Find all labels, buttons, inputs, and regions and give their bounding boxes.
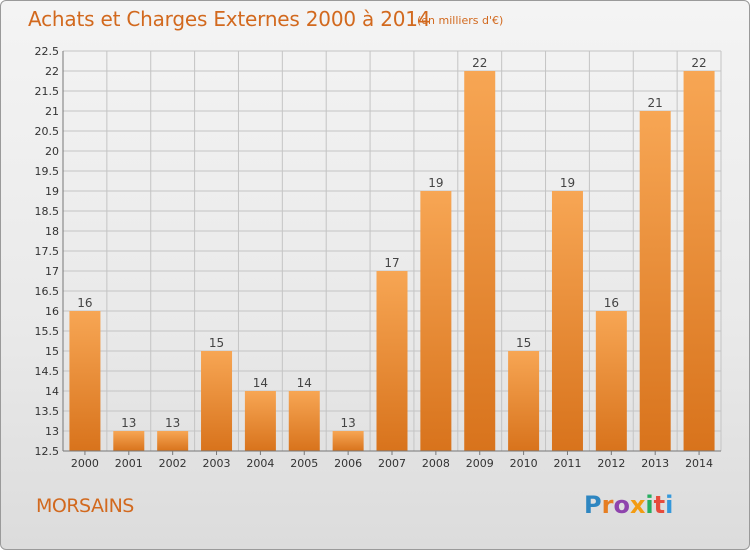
y-tick-label: 14: [45, 385, 59, 398]
bar-2010: [508, 351, 540, 451]
x-tick-label: 2014: [685, 457, 713, 470]
x-tick-label: 2003: [203, 457, 231, 470]
bar-2001: [113, 431, 145, 451]
data-label: 14: [297, 376, 312, 390]
data-label: 15: [209, 336, 224, 350]
y-tick-label: 21.5: [35, 85, 60, 98]
bar-2013: [639, 111, 671, 451]
y-tick-label: 22.5: [35, 45, 60, 58]
chart-title: Achats et Charges Externes 2000 à 2014: [28, 7, 431, 31]
data-label: 19: [560, 176, 575, 190]
y-tick-label: 20.5: [35, 125, 60, 138]
bar-2008: [420, 191, 452, 451]
bar-2014: [683, 71, 715, 451]
y-tick-label: 17.5: [35, 245, 60, 258]
data-label: 13: [165, 416, 180, 430]
x-tick-label: 2006: [334, 457, 362, 470]
x-tick-label: 2001: [115, 457, 143, 470]
bar-2002: [157, 431, 189, 451]
commune-name: MORSAINS: [36, 495, 134, 517]
y-tick-label: 15: [45, 345, 59, 358]
x-tick-label: 2010: [510, 457, 538, 470]
y-tick-label: 14.5: [35, 365, 60, 378]
x-tick-label: 2011: [553, 457, 581, 470]
x-tick-label: 2009: [466, 457, 494, 470]
y-tick-label: 13.5: [35, 405, 60, 418]
data-label: 16: [77, 296, 92, 310]
data-label: 22: [472, 56, 487, 70]
data-label: 14: [253, 376, 268, 390]
y-tick-label: 20: [45, 145, 59, 158]
x-tick-label: 2000: [71, 457, 99, 470]
bar-2000: [69, 311, 101, 451]
data-label: 15: [516, 336, 531, 350]
x-tick-label: 2012: [597, 457, 625, 470]
y-tick-label: 12.5: [35, 445, 60, 458]
x-tick-label: 2005: [290, 457, 318, 470]
y-tick-label: 16: [45, 305, 59, 318]
y-tick-label: 18: [45, 225, 59, 238]
bar-2011: [551, 191, 583, 451]
y-tick-label: 17: [45, 265, 59, 278]
y-tick-label: 22: [45, 65, 59, 78]
y-tick-label: 18.5: [35, 205, 60, 218]
proxiti-logo: Proxiti: [584, 491, 674, 519]
y-tick-label: 16.5: [35, 285, 60, 298]
bar-2004: [244, 391, 276, 451]
data-label: 13: [121, 416, 136, 430]
bar-2012: [595, 311, 627, 451]
data-label: 13: [340, 416, 355, 430]
x-tick-label: 2002: [159, 457, 187, 470]
x-tick-label: 2004: [246, 457, 274, 470]
data-label: 22: [691, 56, 706, 70]
bar-2009: [464, 71, 496, 451]
x-tick-label: 2008: [422, 457, 450, 470]
x-tick-label: 2013: [641, 457, 669, 470]
bar-2006: [332, 431, 364, 451]
y-tick-label: 19.5: [35, 165, 60, 178]
y-tick-label: 19: [45, 185, 59, 198]
y-tick-label: 21: [45, 105, 59, 118]
chart-unit: (en milliers d'€): [417, 14, 504, 27]
data-label: 19: [428, 176, 443, 190]
data-label: 16: [604, 296, 619, 310]
bar-2005: [288, 391, 320, 451]
data-label: 17: [384, 256, 399, 270]
y-tick-label: 15.5: [35, 325, 60, 338]
bar-2007: [376, 271, 408, 451]
data-label: 21: [648, 96, 663, 110]
x-tick-label: 2007: [378, 457, 406, 470]
y-tick-label: 13: [45, 425, 59, 438]
bar-2003: [201, 351, 233, 451]
